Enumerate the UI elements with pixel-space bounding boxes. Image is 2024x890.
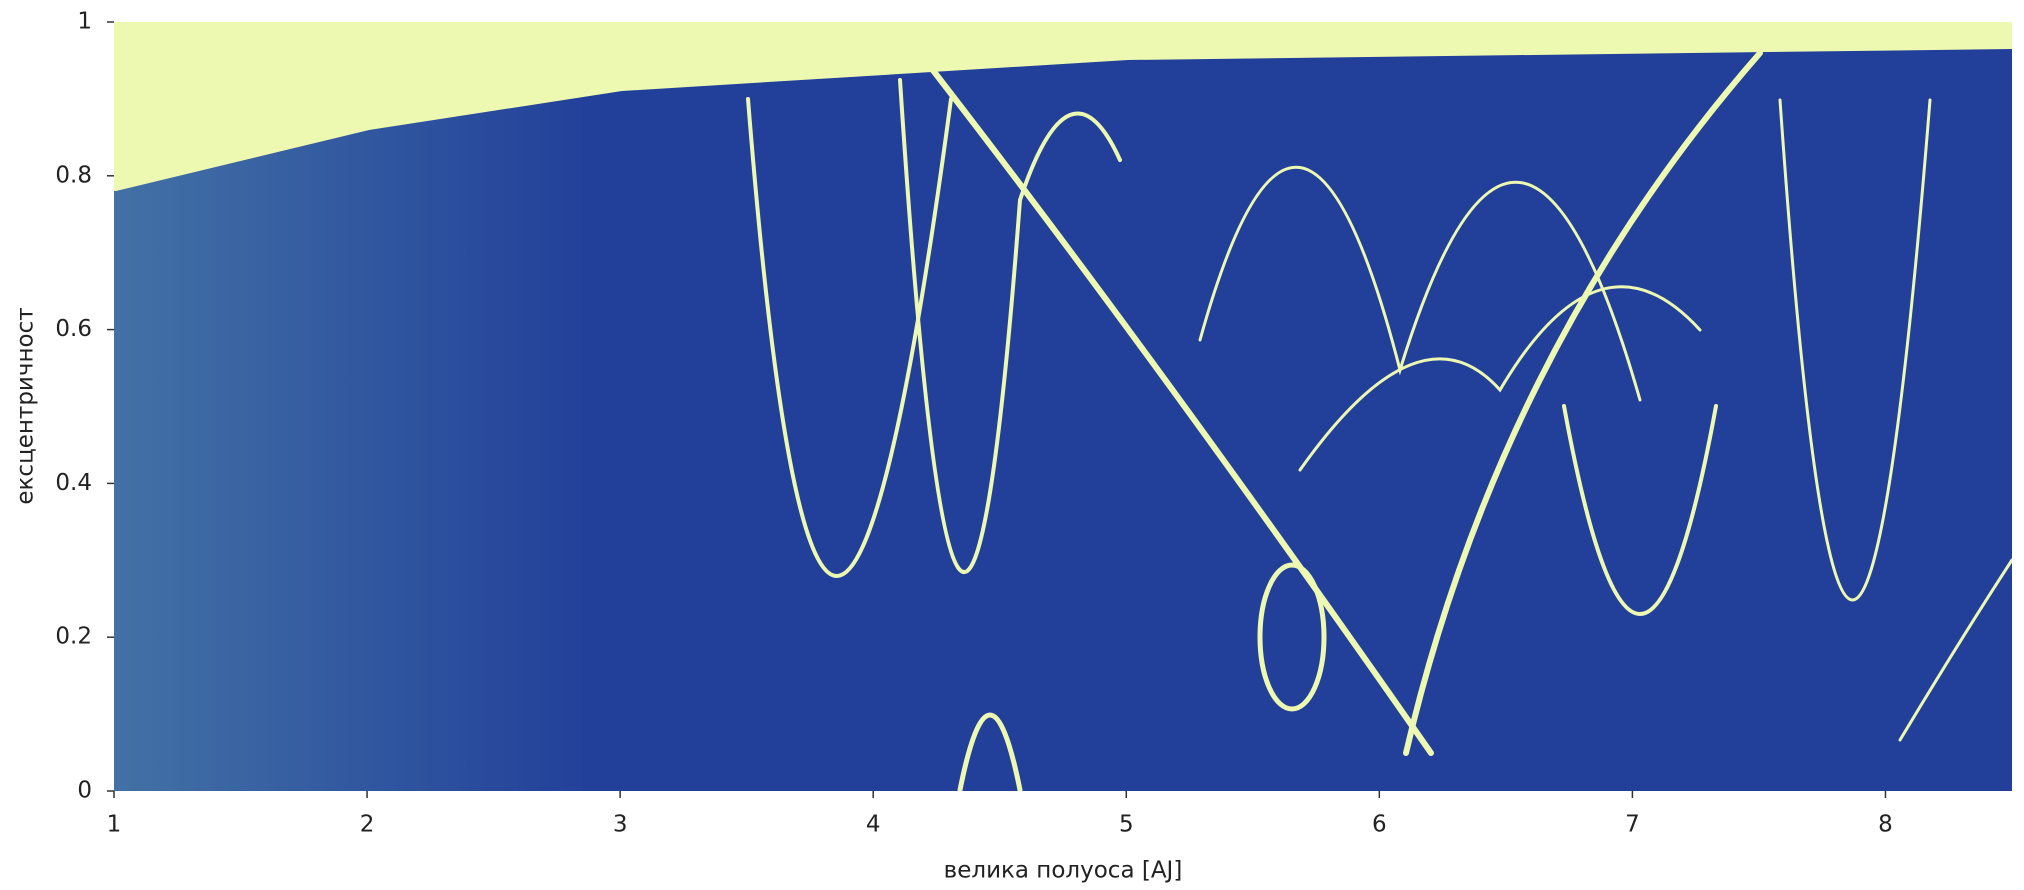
y-tick-label: 0 [77,778,92,804]
resonance-curve [1898,558,2012,742]
x-axis-label: велика полуоса [AJ] [944,858,1183,884]
y-tick-label: 0.4 [55,470,92,496]
chaotic-band [114,22,2012,191]
resonance-curve [746,97,953,578]
resonance-curve [1562,404,1718,616]
y-tick-label: 0.2 [55,624,92,650]
resonance-curve [1298,285,1702,472]
heatmap-shading [114,22,2012,791]
x-tick-label: 5 [1119,812,1134,838]
resonance-curve [922,57,1434,756]
resonance-curve [957,712,1023,791]
resonance-curve [1778,98,1932,602]
y-tick-label: 0.8 [55,162,92,188]
y-tick-label: 1 [77,9,92,35]
resonance-curve [898,78,1122,574]
x-tick-label: 7 [1625,812,1640,838]
y-tick-label: 0.6 [55,316,92,342]
x-tick-label: 2 [360,812,375,838]
heatmap [114,22,2012,791]
x-tick-label: 4 [866,812,881,838]
x-tick-label: 1 [107,812,122,838]
x-tick-label: 6 [1372,812,1387,838]
resonance-island [1257,562,1327,712]
x-tick-label: 8 [1878,812,1893,838]
resonance-curve [1403,50,1763,756]
y-axis-label: ексцентричност [13,307,39,504]
x-tick-label: 3 [613,812,628,838]
